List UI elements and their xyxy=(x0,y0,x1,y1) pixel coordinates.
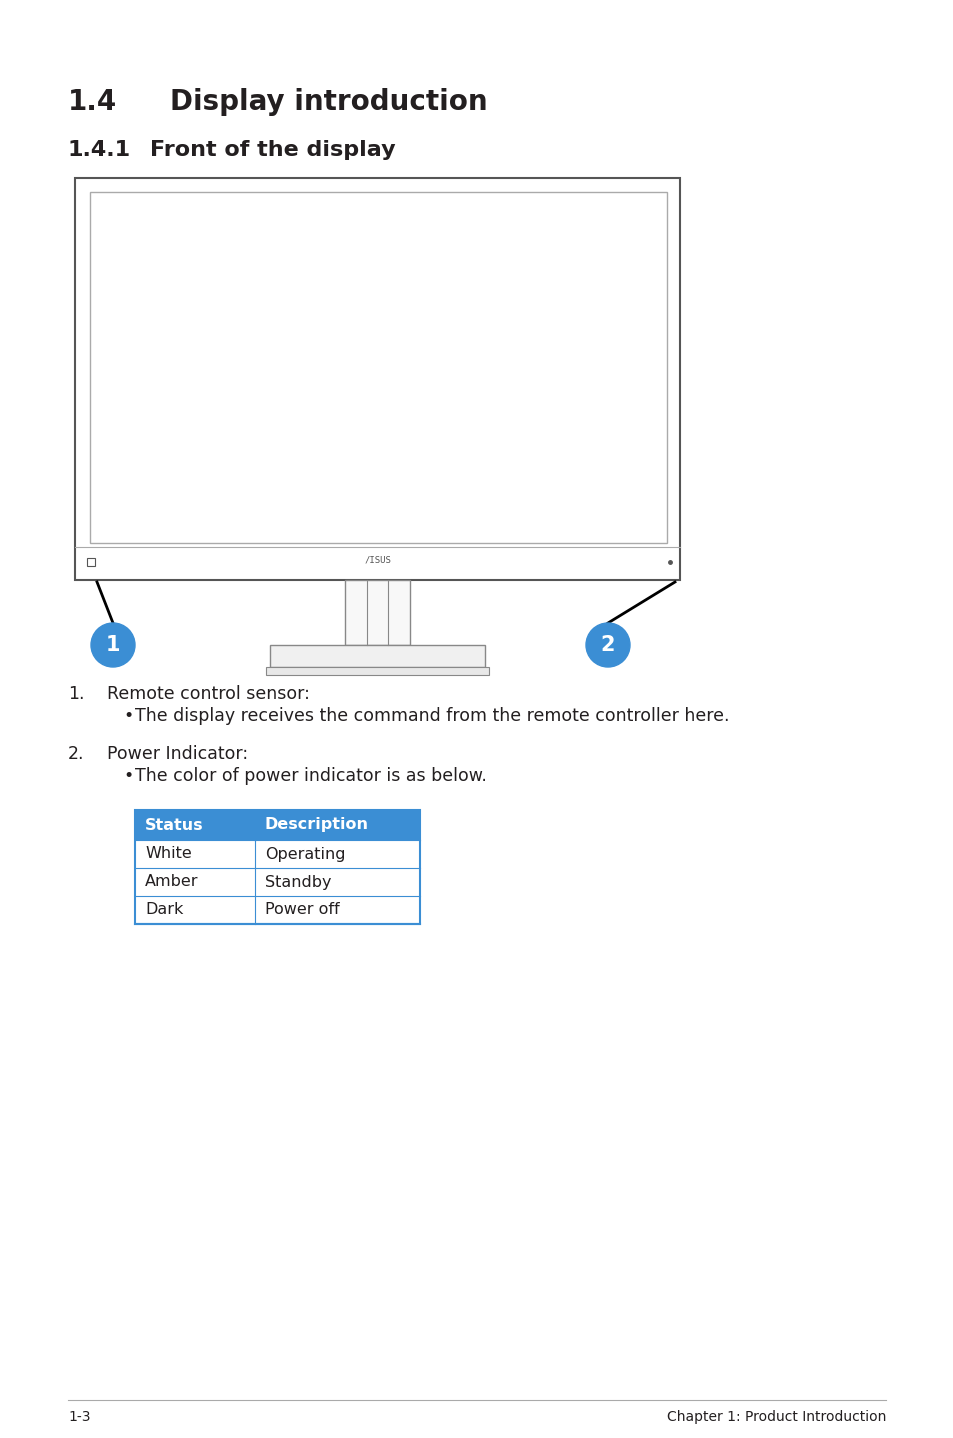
Text: 2.: 2. xyxy=(68,745,85,764)
Bar xyxy=(135,840,419,869)
Bar xyxy=(75,178,679,580)
Bar xyxy=(90,193,666,544)
Circle shape xyxy=(585,623,629,667)
Bar xyxy=(135,896,419,925)
Text: The display receives the command from the remote controller here.: The display receives the command from th… xyxy=(135,707,729,725)
Text: White: White xyxy=(145,847,192,861)
Text: •: • xyxy=(123,707,133,725)
Text: 2: 2 xyxy=(600,636,615,654)
Bar xyxy=(270,646,484,667)
Bar xyxy=(345,580,410,646)
Text: Chapter 1: Product Introduction: Chapter 1: Product Introduction xyxy=(666,1411,885,1424)
Text: Display introduction: Display introduction xyxy=(170,88,487,116)
Text: 1.: 1. xyxy=(68,684,85,703)
Text: Standby: Standby xyxy=(265,874,331,890)
Bar xyxy=(87,558,95,567)
Text: The color of power indicator is as below.: The color of power indicator is as below… xyxy=(135,766,486,785)
Text: 1.4: 1.4 xyxy=(68,88,117,116)
Circle shape xyxy=(91,623,135,667)
Bar xyxy=(135,869,419,896)
Text: Dark: Dark xyxy=(145,903,183,917)
Text: Status: Status xyxy=(145,817,203,833)
Text: /ISUS: /ISUS xyxy=(364,555,391,565)
Bar xyxy=(135,810,419,840)
Text: Operating: Operating xyxy=(265,847,345,861)
Text: •: • xyxy=(123,766,133,785)
Text: 1: 1 xyxy=(106,636,120,654)
Text: Remote control sensor:: Remote control sensor: xyxy=(107,684,310,703)
Bar xyxy=(135,810,419,925)
Bar xyxy=(266,667,489,674)
Text: Front of the display: Front of the display xyxy=(150,139,395,160)
Text: Amber: Amber xyxy=(145,874,198,890)
Text: Power Indicator:: Power Indicator: xyxy=(107,745,248,764)
Text: 1.4.1: 1.4.1 xyxy=(68,139,131,160)
Text: Description: Description xyxy=(265,817,369,833)
Text: 1-3: 1-3 xyxy=(68,1411,91,1424)
Text: Power off: Power off xyxy=(265,903,339,917)
